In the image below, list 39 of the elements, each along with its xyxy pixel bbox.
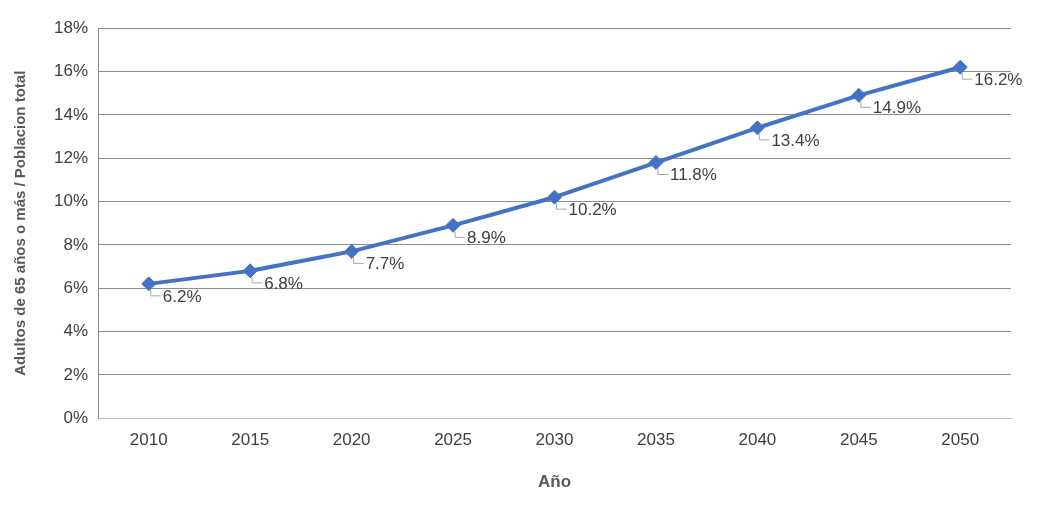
- data-label: 6.2%: [162, 286, 202, 306]
- point: [952, 59, 968, 75]
- y-tick-label: 4%: [63, 321, 89, 341]
- data-label: 8.9%: [467, 228, 506, 248]
- data-label: 16.2%: [974, 69, 1023, 89]
- x-tick-label: 2015: [231, 430, 270, 450]
- x-tick-label: 2050: [941, 430, 980, 450]
- x-tick-label: 2030: [535, 430, 574, 450]
- point: [648, 155, 664, 171]
- y-tick-label: 16%: [53, 61, 89, 81]
- point: [344, 243, 360, 259]
- data-label: 11.8%: [669, 165, 717, 185]
- y-axis-title: Adultos de 65 años o más / Poblacion total: [11, 70, 29, 376]
- x-tick-label: 2010: [129, 430, 168, 450]
- data-label: 13.4%: [771, 130, 820, 150]
- y-tick-label: 6%: [63, 277, 89, 297]
- data-label: 6.8%: [264, 273, 303, 293]
- point: [141, 276, 157, 292]
- x-tick-label: 2020: [332, 430, 371, 450]
- point: [242, 263, 258, 279]
- x-tick-label: 2040: [738, 430, 777, 450]
- point: [749, 120, 765, 136]
- y-tick-label: 10%: [53, 191, 89, 211]
- data-label: 14.9%: [872, 98, 922, 118]
- y-tick-label: 18%: [53, 17, 89, 37]
- data-label: 7.7%: [365, 254, 405, 274]
- point: [851, 87, 867, 103]
- x-tick-label: 2035: [637, 430, 675, 450]
- y-tick-label: 8%: [63, 234, 89, 254]
- point: [547, 189, 563, 205]
- x-tick-label: 2045: [839, 430, 878, 450]
- x-tick-label: 2025: [434, 430, 472, 450]
- y-tick-label: 14%: [53, 104, 89, 124]
- point: [445, 217, 461, 233]
- data-label: 10.2%: [568, 199, 617, 219]
- y-tick-label: 0%: [63, 407, 89, 427]
- y-tick-label: 12%: [53, 147, 89, 167]
- y-tick-label: 2%: [63, 364, 89, 384]
- x-axis-title: Año: [537, 472, 572, 492]
